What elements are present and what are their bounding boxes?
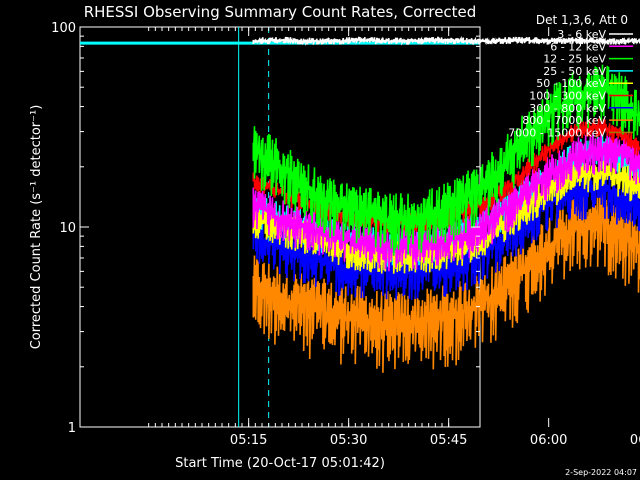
legend-label: 7000 - 15000 keV	[508, 126, 606, 139]
chart-title: RHESSI Observing Summary Count Rates, Co…	[84, 3, 477, 21]
x-tick-label: 05:30	[330, 433, 367, 448]
x-axis-label: Start Time (20-Oct-17 05:01:42)	[175, 456, 385, 471]
legend-label: 800 - 7000 keV	[522, 114, 606, 127]
legend-label: 12 - 25 keV	[543, 53, 606, 66]
x-tick-label: 06:00	[530, 433, 567, 448]
legend-label: 100 - 300 keV	[529, 90, 606, 103]
series-trace-2	[252, 64, 640, 256]
legend-label: 300 - 800 keV	[529, 102, 606, 115]
series-trace-7	[252, 189, 640, 373]
legend-label: 3 - 6 keV	[557, 28, 606, 41]
series-trace-1	[252, 132, 640, 272]
legend-label: 25 - 50 keV	[543, 65, 606, 78]
y-tick-label: 100	[51, 21, 76, 36]
series-trace-0	[252, 35, 640, 47]
x-tick-label: 05:15	[230, 433, 267, 448]
legend-title: Det 1,3,6, Att 0	[536, 13, 628, 27]
y-tick-label: 1	[68, 421, 76, 436]
y-axis-label: Corrected Count Rate (s⁻¹ detector⁻¹)	[29, 105, 44, 350]
x-tick-label: 06:15	[630, 433, 640, 448]
legend-label: 50 - 100 keV	[536, 77, 606, 90]
x-tick-label: 05:45	[430, 433, 467, 448]
y-tick-label: 10	[59, 221, 76, 236]
legend-label: 6 - 12 keV	[550, 40, 606, 53]
timestamp-footer: 2-Sep-2022 04:07	[565, 468, 637, 477]
